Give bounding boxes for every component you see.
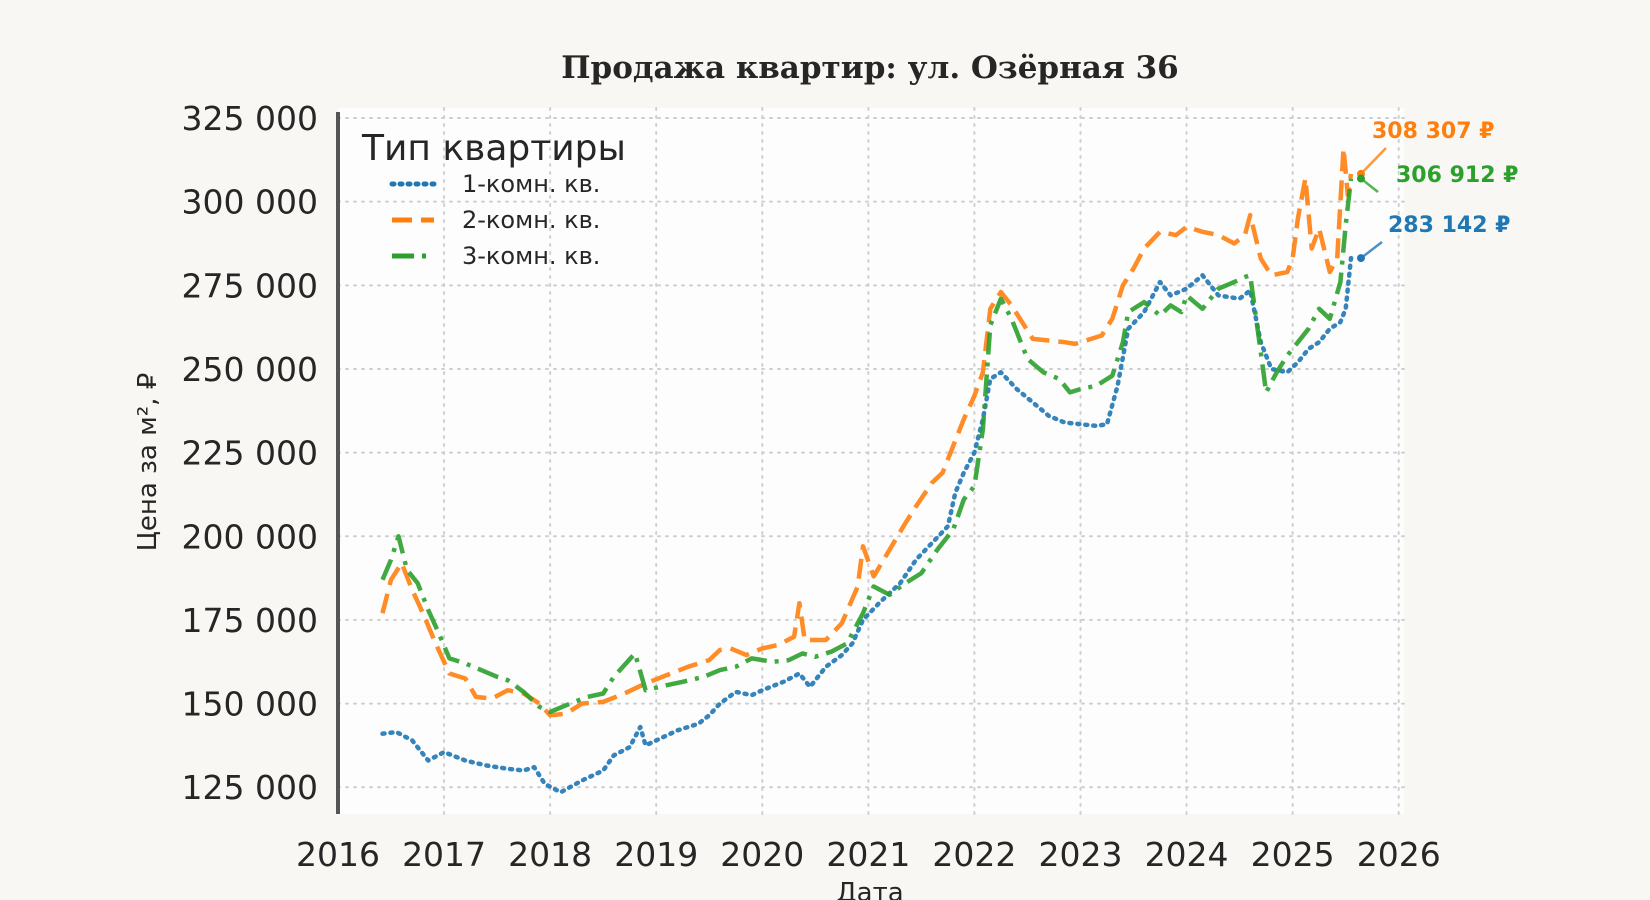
end-label: 283 142 ₽ bbox=[1388, 213, 1510, 238]
x-tick-label: 2018 bbox=[508, 835, 592, 874]
series-line bbox=[380, 178, 1354, 715]
x-axis-ticks: 2016 2017 2018 2019 2020 2021 2022 2023 2024 2025… bbox=[296, 835, 1441, 874]
end-labels: 283 142 ₽ 308 307 ₽ 306 912 ₽ bbox=[1356, 119, 1518, 263]
x-tick-label: 2025 bbox=[1251, 835, 1335, 874]
x-tick-label: 2017 bbox=[402, 835, 486, 874]
y-tick-label: 250 000 bbox=[182, 350, 318, 389]
y-tick-label: 150 000 bbox=[182, 685, 318, 724]
series-line bbox=[380, 145, 1354, 718]
legend-title: Тип квартиры bbox=[361, 128, 626, 169]
y-tick-label: 125 000 bbox=[182, 768, 318, 807]
y-axis-label: Цена за м², ₽ bbox=[133, 373, 163, 552]
x-tick-label: 2023 bbox=[1038, 835, 1122, 874]
x-tick-label: 2022 bbox=[932, 835, 1016, 874]
y-axis-ticks: 125 000 150 000 175 000 200 000 225 000 250 0… bbox=[182, 99, 318, 807]
legend-label: 3-комн. кв. bbox=[462, 242, 600, 270]
y-tick-label: 325 000 bbox=[182, 99, 318, 138]
plot-area-background bbox=[338, 108, 1404, 814]
legend-items: 1-комн. кв. 2-комн. кв. 3-комн. кв. bbox=[389, 170, 600, 270]
end-label-arrow bbox=[1360, 241, 1383, 260]
x-tick-label: 2016 bbox=[296, 835, 380, 874]
x-axis-label: Дата bbox=[836, 878, 903, 900]
legend-label: 1-комн. кв. bbox=[462, 170, 600, 198]
chart-title: Продажа квартир: ул. Озёрная 36 bbox=[561, 50, 1178, 86]
x-tick-label: 2024 bbox=[1145, 835, 1229, 874]
end-label: 308 307 ₽ bbox=[1372, 119, 1494, 144]
end-label: 306 912 ₽ bbox=[1396, 163, 1518, 188]
end-label-arrowhead bbox=[1356, 254, 1365, 263]
x-tick-label: 2026 bbox=[1357, 835, 1441, 874]
y-tick-label: 175 000 bbox=[182, 601, 318, 640]
series-group bbox=[380, 145, 1354, 795]
legend-label: 2-комн. кв. bbox=[462, 206, 600, 234]
end-label-arrow bbox=[1360, 147, 1387, 175]
x-tick-label: 2019 bbox=[614, 835, 698, 874]
x-tick-label: 2020 bbox=[720, 835, 804, 874]
y-tick-label: 300 000 bbox=[182, 183, 318, 222]
legend: Тип квартиры 1-комн. кв. 2-комн. кв. 3-ком… bbox=[361, 128, 626, 270]
y-tick-label: 200 000 bbox=[182, 517, 318, 556]
series-line bbox=[380, 255, 1354, 795]
y-tick-label: 225 000 bbox=[182, 434, 318, 473]
x-tick-label: 2021 bbox=[826, 835, 910, 874]
y-tick-label: 275 000 bbox=[182, 266, 318, 305]
end-label-arrowhead bbox=[1356, 174, 1365, 183]
grid bbox=[337, 107, 1405, 815]
